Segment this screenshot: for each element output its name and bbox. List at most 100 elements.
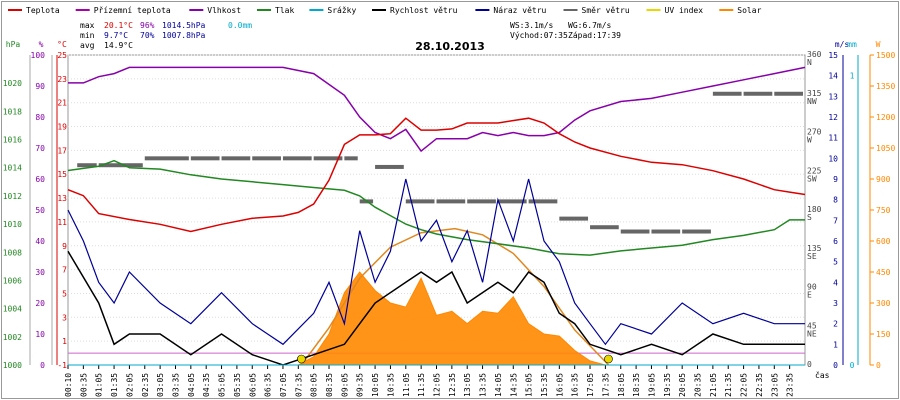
wind-direction-tick: W [807,136,812,145]
wind-speed-tick: 4 [833,278,838,287]
wind-speed-tick: 2 [833,320,838,329]
wind-direction-bar [405,199,435,204]
pressure-tick: 1018 [3,107,22,116]
x-tick-label: 00:10 [64,373,73,397]
x-tick-label: 02:35 [141,373,150,397]
wind-direction-bar [436,199,466,204]
legend-label: Náraz větru [493,6,546,15]
x-tick-label: 05:35 [233,373,242,397]
wind-direction-bar [282,156,312,161]
humidity-tick: 20 [35,299,45,308]
x-tick-label: 15:35 [540,373,549,397]
wind-speed-tick: 0 [833,361,838,370]
x-tick-label: 02:05 [125,373,134,397]
wind-direction-tick: SW [807,174,817,183]
chart-title: 28.10.2013 [415,40,485,53]
stat-avg-label: avg [80,41,95,50]
x-tick-label: 14:05 [494,373,503,397]
x-tick-label: 09:05 [340,373,349,397]
wind-speed-tick: 1 [833,340,838,349]
wind-gust-line [67,178,805,346]
wind-direction-bar [144,156,189,161]
wind-speed-tick: 10 [828,154,838,163]
stat-max-temp: 20.1°C [104,21,133,30]
legend-label: Tlak [275,6,294,15]
legend-label: UV index [665,6,704,15]
pressure-tick: 1000 [3,361,22,370]
x-tick-label: 04:05 [187,373,196,397]
solar-area [298,271,606,366]
humidity-tick: 40 [35,237,45,246]
wind-speed-tick: 7 [833,216,838,225]
wind-speed-tick: 6 [833,237,838,246]
stat-min-humidity: 70% [140,31,155,40]
x-tick-label: 08:05 [310,373,319,397]
x-tick-label: 13:05 [463,373,472,397]
x-tick-label: 15:05 [525,373,534,397]
wind-speed-tick: 12 [828,113,838,122]
x-tick-label: 18:35 [632,373,641,397]
wind-speed-tick: 14 [828,72,838,81]
rain-tick: 0 [850,361,855,370]
humidity-unit: % [39,40,44,49]
wind-direction-bar [620,229,650,234]
x-tick-label: 16:05 [555,373,564,397]
wind-direction-bar [190,156,220,161]
temperature-tick: 5 [62,289,67,298]
x-tick-label: 01:35 [110,373,119,397]
x-tick-label: 13:35 [479,373,488,397]
wind-speed-tick: 3 [833,299,838,308]
pressure-unit: hPa [6,40,21,49]
stat-wind-speed: WS:3.1m/s [510,21,554,30]
pressure-line [67,159,805,256]
pressure-tick: 1008 [3,248,22,257]
wind-speed-tick: 8 [833,196,838,205]
wind-direction-tick: 45 [807,321,817,330]
legend: Teplota Přízemní teplota Vlhkost Tlak Srážky… [8,6,762,15]
wind-speed-tick: 13 [828,92,838,101]
x-tick-label: 17:05 [586,373,595,397]
pressure-tick: 1014 [3,164,22,173]
wind-direction-tick: 225 [807,166,822,175]
wind-direction-tick: NW [807,97,817,106]
wind-direction-bar [528,199,558,204]
wind-direction-bar [313,156,343,161]
wind-direction-tick: 135 [807,244,822,253]
legend-label: Směr větru [582,6,630,15]
solar-tick: 750 [876,206,891,215]
solar-tick: 450 [876,268,891,277]
legend-label: Rychlost větru [390,6,458,15]
wind-direction-tick: 180 [807,205,822,214]
rain-unit: mm [847,40,857,49]
stat-max-pressure: 1014.5hPa [162,21,206,30]
wind-direction-tick: NE [807,329,817,338]
x-tick-label: 06:35 [264,373,273,397]
x-tick-label: 18:05 [617,373,626,397]
stat-min-label: min [80,31,95,40]
x-tick-label: 23:05 [770,373,779,397]
temperature-tick: 13 [57,194,67,203]
x-tick-label: 07:05 [279,373,288,397]
pressure-tick: 1020 [3,79,22,88]
x-axis-label: čas [815,370,830,380]
legend-label: Přízemní teplota [94,6,171,15]
legend-label: Teplota [26,6,60,15]
solar-tick: 150 [876,330,891,339]
wind-direction-bar [375,164,404,169]
stat-min-pressure: 1007.8hPa [162,31,206,40]
temperature-tick: 17 [57,146,67,155]
wind-direction-bar [559,216,589,221]
marks [67,66,806,366]
pressure-tick: 1006 [3,276,22,285]
temperature-tick: 21 [57,99,67,108]
humidity-tick: 50 [35,206,45,215]
pressure-tick: 1012 [3,192,22,201]
stats-block: max 20.1°C 96% 1014.5hPa 0.0mm min 9.7°C… [80,21,621,50]
humidity-tick: 30 [35,268,45,277]
wind-direction-tick: N [807,58,812,67]
solar-unit: W [876,40,881,49]
x-tick-label: 20:35 [694,373,703,397]
x-tick-label: 07:35 [294,373,303,397]
temperature-line [67,117,806,233]
wind-direction-tick: 0 [807,360,812,369]
